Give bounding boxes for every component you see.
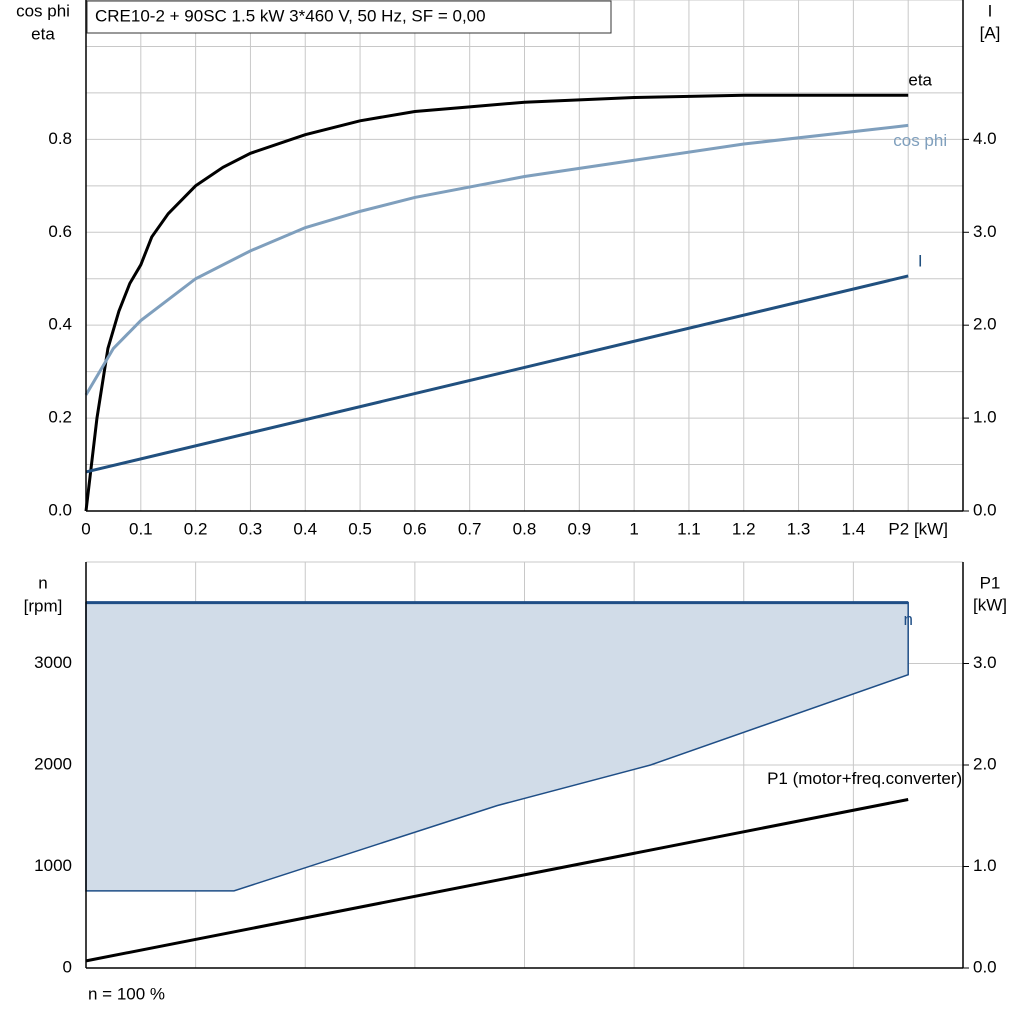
title-box: [86, 0, 612, 34]
footer-note: n = 100 %: [88, 984, 165, 1003]
y2-tick-label: 3.0: [973, 222, 997, 241]
x-tick-label: 0.7: [458, 519, 482, 538]
x-tick-label: 0.2: [184, 519, 208, 538]
series-line: [85, 798, 909, 963]
y2-tick-label: 4.0: [973, 129, 997, 148]
y2-axis-title: I: [988, 1, 993, 20]
y2-tick-label: 3.0: [973, 653, 997, 672]
series-line: [84, 123, 909, 396]
series-line: [85, 274, 909, 474]
x-tick-label: 0.5: [348, 519, 372, 538]
y-tick-label: 0.6: [48, 222, 72, 241]
series-label: P1 (motor+freq.converter): [767, 769, 962, 788]
x-tick-label: 0.4: [293, 519, 317, 538]
x-tick-label: 1.1: [677, 519, 701, 538]
y2-axis-title: [kW]: [973, 595, 1007, 614]
y2-tick-label: 1.0: [973, 408, 997, 427]
y-tick-label: 2000: [34, 754, 72, 773]
series-line: [84, 93, 909, 512]
y2-tick-label: 2.0: [973, 754, 997, 773]
y-tick-label: 3000: [34, 653, 72, 672]
y-tick-label: 0.4: [48, 315, 72, 334]
y-tick-label: 0: [63, 957, 72, 976]
x-tick-label: 1.3: [787, 519, 811, 538]
x-tick-label: P2 [kW]: [888, 519, 948, 538]
x-tick-label: 1.2: [732, 519, 756, 538]
series-label: n: [903, 610, 912, 629]
operating-range: [85, 601, 909, 892]
y2-axis-title: P1: [980, 573, 1001, 592]
chart-title: CRE10-2 + 90SC 1.5 kW 3*460 V, 50 Hz, SF…: [95, 6, 486, 25]
y-tick-label: 0.0: [48, 500, 72, 519]
x-tick-label: 0.1: [129, 519, 153, 538]
y-tick-label: 0.8: [48, 129, 72, 148]
x-tick-label: 1: [629, 519, 638, 538]
y-axis-title: cos phi: [16, 1, 70, 20]
y-axis-title: eta: [31, 24, 55, 43]
x-tick-label: 1.4: [842, 519, 866, 538]
x-tick-label: 0.6: [403, 519, 427, 538]
x-tick-label: 0.3: [239, 519, 263, 538]
x-tick-label: 0.8: [513, 519, 537, 538]
series-label: eta: [908, 71, 932, 90]
y2-tick-label: 0.0: [973, 500, 997, 519]
y2-tick-label: 0.0: [973, 957, 997, 976]
y2-tick-label: 1.0: [973, 856, 997, 875]
series-label: cos phi: [893, 131, 947, 150]
x-tick-label: 0.9: [567, 519, 591, 538]
y-axis-title: n: [38, 573, 47, 592]
y-axis-title: [rpm]: [24, 596, 63, 615]
y-tick-label: 1000: [34, 856, 72, 875]
y-tick-label: 0.2: [48, 408, 72, 427]
y2-axis-title: [A]: [980, 23, 1001, 42]
y2-tick-label: 2.0: [973, 315, 997, 334]
x-tick-label: 0: [81, 519, 90, 538]
series-label: I: [918, 251, 923, 270]
